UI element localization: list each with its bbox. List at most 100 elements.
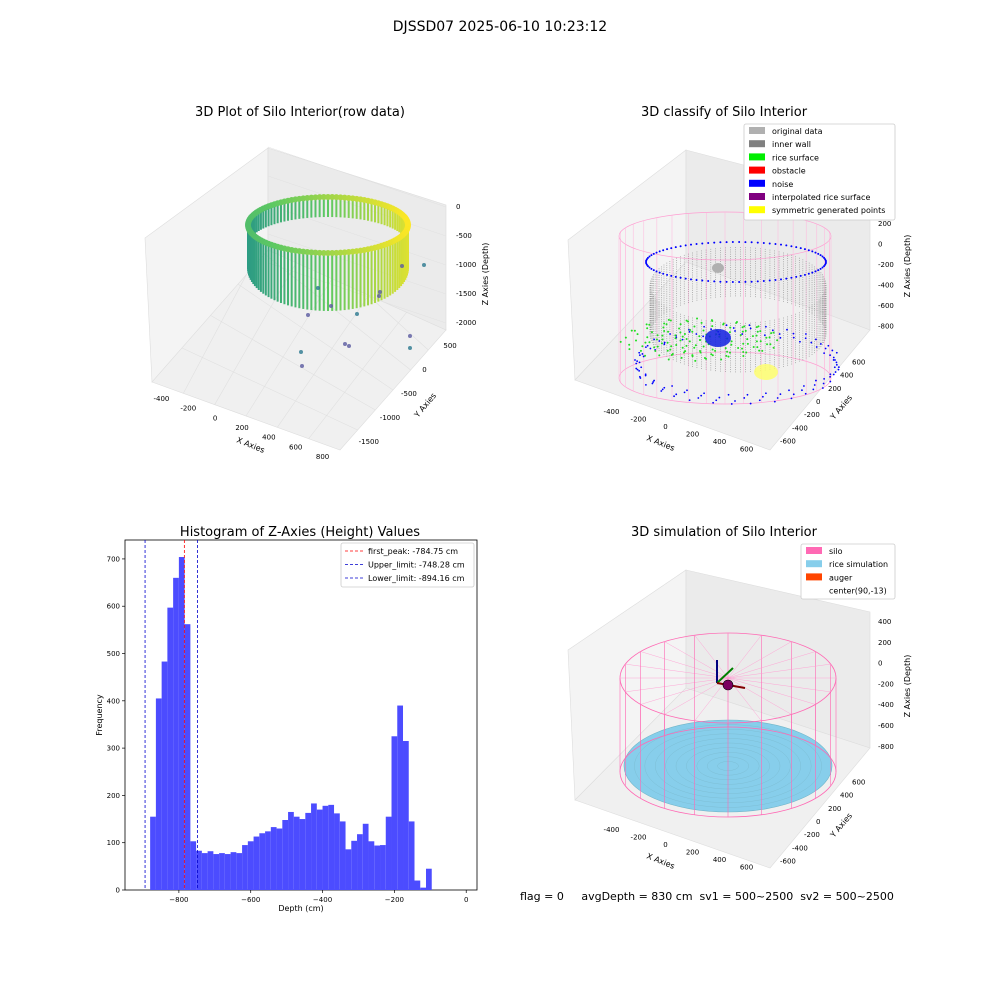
classify-noise-point [765,325,767,328]
classify-noise-point [821,387,824,389]
classify-noise-point [765,392,767,395]
classify-rice-point [694,344,697,347]
classify-rice-point [699,339,701,341]
classify-noise-point [731,241,734,244]
classify-noise-point [785,277,788,280]
classify-noise-point [804,337,807,340]
classify-noise-point [655,251,658,254]
classify-rice-point [746,338,749,341]
classify-noise-point [811,250,814,253]
classify-noise-point [713,241,716,244]
classify-rice-point [679,339,682,342]
classify-noise-point [762,280,765,283]
histogram-legend: first_peak: -784.75 cm Upper_limit: -748.… [340,542,475,588]
classify-obstacle-cluster [705,329,731,347]
classify-rice-point [744,329,747,332]
histogram-bars [150,557,432,890]
simulation-ztick: 200 [878,639,891,647]
classify-noise-point [695,278,698,281]
classify-rice-point [662,326,665,329]
classify-noise-point [702,335,705,338]
raw-gridline [267,146,447,208]
classify-noise-point [824,263,827,266]
classify-noise-point [773,400,776,403]
histogram-bar [425,868,432,890]
histogram-xtick-label: −400 [313,896,332,904]
histogram-bar [385,816,392,890]
classify-noise-point [658,250,661,253]
classify-rice-point [660,342,663,345]
classify-rice-point [710,353,713,356]
simulation-ztick: 0 [878,660,882,668]
classify-rice-point [666,349,669,352]
raw-outlier-point [408,346,412,350]
raw-ztick: 0 [456,203,460,211]
classify-ylabel: Y Axies [828,393,854,422]
classify-rice-point [636,333,639,336]
classify-rice-point [665,323,668,326]
panel-simulation-title: 3D simulation of Silo Interior [631,525,818,540]
simulation-ytick: -200 [804,831,820,839]
classify-noise-point [811,271,814,274]
classify-noise-point [731,280,734,283]
classify-rice-point [653,346,656,349]
classify-rice-point [699,350,701,352]
classify-rice-point [656,334,659,337]
classify-noise-point [649,347,652,350]
simulation-ytick: 400 [840,792,853,800]
classify-noise-point [652,252,655,255]
classify-rice-point [679,323,682,326]
classify-noise-point [703,325,705,328]
simulation-legend-swatch [806,573,822,581]
classify-rice-point [674,337,677,340]
classify-ytick: -200 [804,411,820,419]
classify-noise-point [648,255,651,258]
histogram-bar [282,820,289,890]
classify-noise-point [774,243,777,246]
simulation-legend-box [800,543,896,600]
histogram-bar [420,887,426,890]
classify-rice-point [635,339,638,342]
histogram-legend-label: Lower_limit: -894.16 cm [368,574,465,583]
classify-rice-point [669,319,672,322]
classify-noise-point [744,241,747,244]
histogram-bar [397,705,404,890]
classify-noise-point [738,241,741,244]
classify-rice-point [728,351,731,354]
classify-noise-point [805,333,807,335]
classify-ztick: 200 [878,220,891,228]
classify-noise-point [662,249,665,252]
simulation-ytick: 200 [828,805,841,813]
histogram-bar [270,827,277,890]
raw-top-point [325,250,331,256]
classify-rice-point [772,331,775,334]
classify-noise-point [814,251,817,254]
classify-noise-point [756,280,759,283]
classify-noise-point [774,278,777,281]
classify-noise-point [821,255,824,258]
raw-ztick: -1500 [456,290,476,298]
classify-rice-point [663,322,666,325]
classify-rice-point [669,348,672,351]
classify-noise-point [684,277,687,280]
simulation-ztick: -400 [878,701,894,709]
classify-noise-point [658,271,661,274]
classify-ytick: 0 [816,398,820,406]
classify-rice-point [674,334,677,337]
classify-noise-point [719,241,722,244]
simulation-zlabel: Z Axies (Depth) [903,655,912,718]
classify-noise-point [821,266,824,269]
classify-noise-point [792,336,795,339]
classify-noise-point [815,338,817,341]
classify-noise-point [837,368,840,371]
classify-rice-point [759,330,762,333]
simulation-silo-spoke [727,635,762,679]
classify-rice-point [711,348,714,351]
classify-rice-point [756,330,759,333]
classify-rice-point [714,349,717,352]
classify-rice-point [772,346,775,349]
classify-noise-point [712,401,715,404]
classify-rice-point [646,327,649,330]
simulation-silo-spoke [640,651,729,679]
classify-noise-point [725,280,728,283]
